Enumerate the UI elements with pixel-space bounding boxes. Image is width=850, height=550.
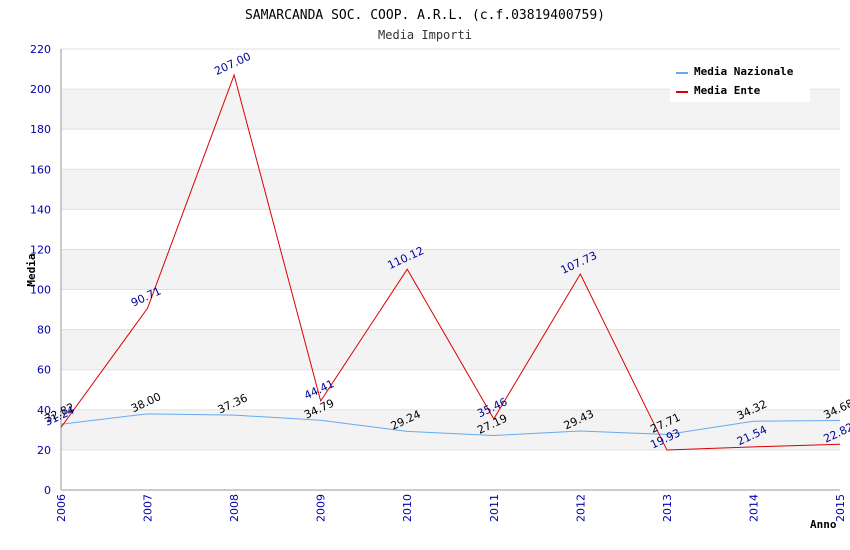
- legend-box: [670, 58, 810, 102]
- series-lines: [60, 73, 841, 451]
- series-line-media-nazionale: [60, 413, 841, 436]
- x-tick-label: 2015: [834, 494, 847, 522]
- y-tick-label: 100: [30, 284, 51, 297]
- x-tick-label: 2007: [142, 494, 155, 522]
- x-tick-labels: 2006 2007 2008 2009 2010 2011 2012 2013 2014 2015: [55, 494, 847, 522]
- y-tick-label: 60: [37, 364, 51, 377]
- y-tick-label: 40: [37, 404, 51, 417]
- chart-title: SAMARCANDA SOC. COOP. A.R.L. (c.f.038194…: [245, 8, 605, 23]
- chart-subtitle: Media Importi: [378, 28, 472, 42]
- x-axis-title: Anno: [810, 518, 837, 531]
- x-tick-label: 2008: [228, 494, 241, 522]
- y-axis-title: Media: [25, 253, 38, 286]
- y-tick-label: 200: [30, 83, 51, 96]
- legend-label-media-ente: Media Ente: [694, 84, 761, 97]
- plot-band: [61, 249, 840, 290]
- x-tick-label: 2010: [401, 494, 414, 522]
- x-tick-label: 2013: [661, 494, 674, 522]
- y-tick-labels: 0 20 40 60 80 100 120 140 160 180 200 220: [30, 43, 51, 497]
- y-tick-label: 20: [37, 444, 51, 457]
- y-tick-label: 80: [37, 324, 51, 337]
- x-tick-label: 2014: [747, 494, 760, 522]
- y-tick-label: 220: [30, 43, 51, 56]
- x-tick-label: 2011: [488, 494, 501, 522]
- plot-band: [61, 329, 840, 370]
- x-tick-label: 2012: [574, 494, 587, 522]
- y-tick-label: 160: [30, 163, 51, 176]
- y-tick-label: 0: [44, 484, 51, 497]
- legend: Media Nazionale Media Ente: [670, 58, 810, 102]
- x-tick-label: 2006: [55, 494, 68, 522]
- y-tick-label: 140: [30, 203, 51, 216]
- y-tick-label: 180: [30, 123, 51, 136]
- plot-band: [61, 169, 840, 210]
- series-line-media-ente: [60, 73, 841, 451]
- y-tick-label: 120: [30, 243, 51, 256]
- x-tick-label: 2009: [315, 494, 328, 522]
- data-label: 207.00: [212, 50, 252, 78]
- legend-label-media-nazionale: Media Nazionale: [694, 65, 794, 78]
- plot-bands: [61, 89, 840, 450]
- plot-band: [61, 409, 840, 450]
